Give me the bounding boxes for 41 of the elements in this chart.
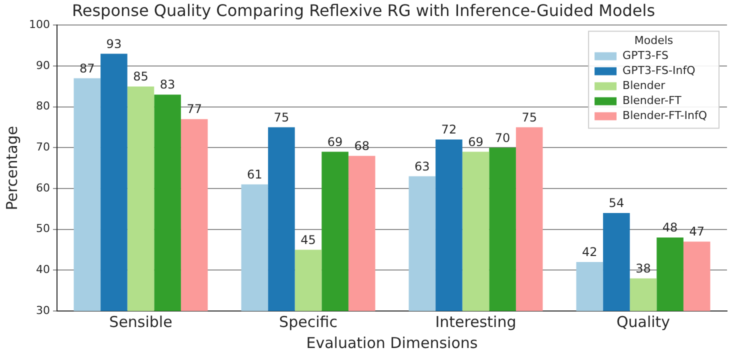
data-label: 70 xyxy=(494,130,510,145)
legend-label: Blender-FT xyxy=(622,94,682,108)
x-axis-title: Evaluation Dimensions xyxy=(306,334,478,352)
data-label: 87 xyxy=(80,61,95,76)
y-tick-label: 80 xyxy=(36,100,50,113)
x-tick-label: Specific xyxy=(279,312,338,331)
data-label: 75 xyxy=(522,110,537,124)
legend-label: Blender xyxy=(622,79,666,92)
legend-label: Blender-FT-InfQ xyxy=(622,109,708,122)
y-tick-label: 70 xyxy=(36,140,50,154)
data-label: 54 xyxy=(608,196,624,210)
x-tick-label: Interesting xyxy=(435,312,516,331)
y-tick-label: 40 xyxy=(36,263,50,276)
data-label: 38 xyxy=(636,261,651,276)
y-axis-title: Percentage xyxy=(2,126,21,210)
legend-label: GPT3-FS-InfQ xyxy=(622,64,696,78)
data-label: 61 xyxy=(247,168,262,182)
data-label: 63 xyxy=(414,159,430,174)
y-tick-label: 90 xyxy=(36,58,50,72)
y-tick-label: 30 xyxy=(36,304,50,317)
data-label: 85 xyxy=(133,70,148,84)
data-label: 69 xyxy=(468,134,484,149)
data-label: 75 xyxy=(274,110,290,124)
data-label: 72 xyxy=(441,122,457,137)
legend-title: Models xyxy=(634,34,674,48)
y-tick-label: 100 xyxy=(28,18,50,32)
data-label: 45 xyxy=(300,232,316,247)
y-tick-label: 50 xyxy=(36,222,50,236)
data-label: 83 xyxy=(160,78,176,92)
y-tick-label: 60 xyxy=(36,181,50,194)
x-tick-label: Quality xyxy=(616,312,670,331)
legend-label: GPT3-FS xyxy=(622,49,669,62)
data-label: 93 xyxy=(106,36,122,51)
data-label: 69 xyxy=(327,134,343,149)
data-label: 47 xyxy=(689,224,704,239)
data-label: 48 xyxy=(662,220,678,235)
chart-title: Response Quality Comparing Reflexive RG with Inference-Guided Models xyxy=(72,0,656,20)
data-label: 68 xyxy=(354,138,370,153)
data-label: 42 xyxy=(582,245,598,260)
data-label: 77 xyxy=(186,102,202,116)
x-tick-label: Sensible xyxy=(109,312,172,331)
